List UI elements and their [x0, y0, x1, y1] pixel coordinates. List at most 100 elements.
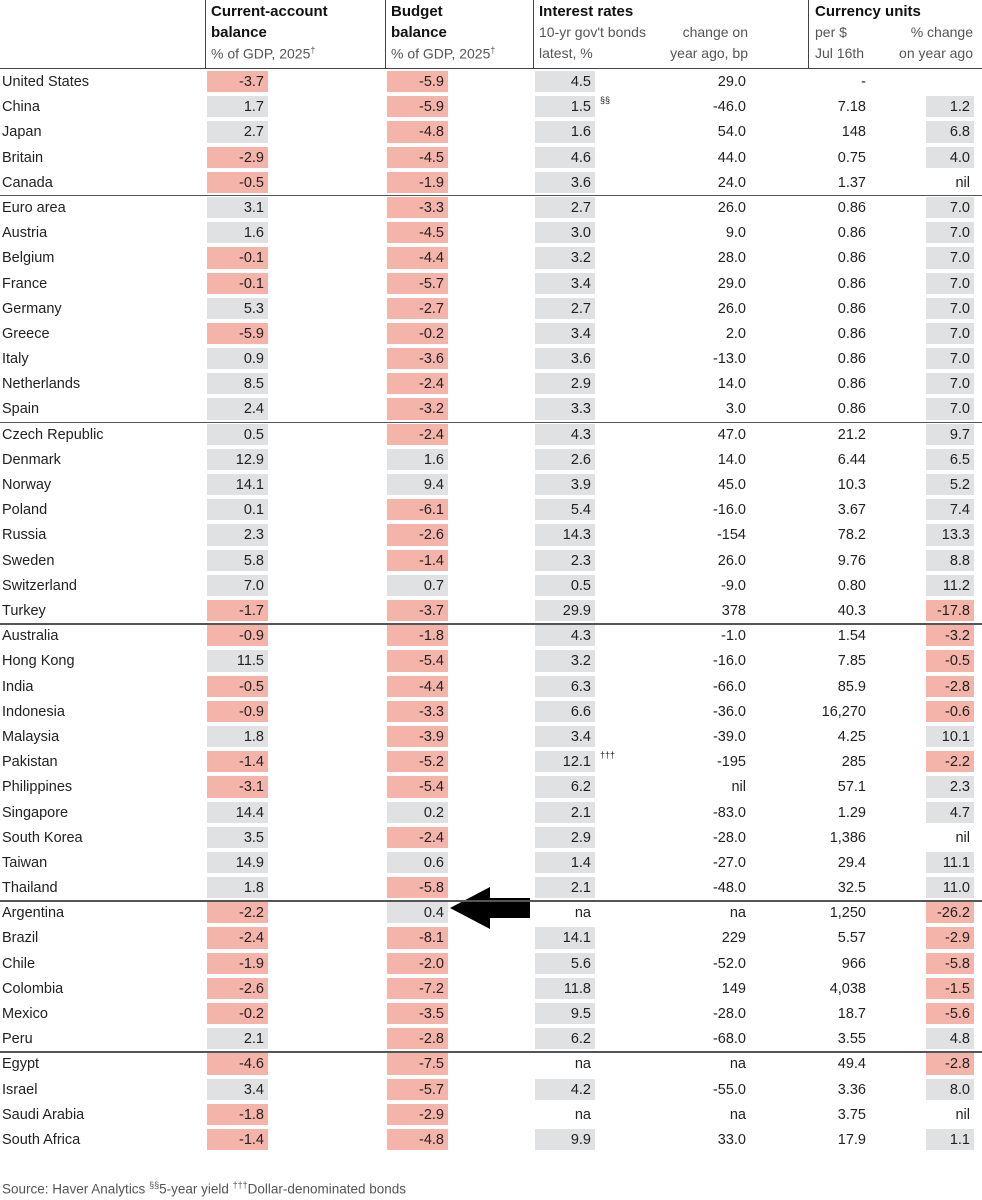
cell-value: 6.44	[837, 451, 866, 468]
cell-value: 2.3	[243, 527, 264, 544]
cell-value: 7.0	[949, 250, 970, 267]
cell-value: 4.3	[570, 426, 591, 443]
cell-value: 13.3	[941, 527, 970, 544]
cell-value: -0.9	[239, 703, 264, 720]
country: Colombia	[2, 980, 64, 997]
cell-value: 49.4	[837, 1056, 866, 1073]
cell-value: 7.4	[949, 502, 970, 519]
country: Taiwan	[2, 854, 48, 871]
cell: -2.4	[387, 373, 448, 395]
column-title: Budget	[391, 3, 443, 20]
cell: 11.0	[926, 877, 974, 899]
cell: -5.7	[387, 272, 448, 294]
group-rule	[0, 623, 982, 625]
cell: -2.6	[207, 977, 268, 1000]
country: Germany	[2, 300, 62, 317]
cell-value: 3.9	[570, 477, 591, 494]
cell-value: -1.4	[419, 552, 444, 569]
footnote-text: 5-year yield	[159, 1181, 229, 1197]
cell-value: -27.0	[712, 854, 746, 871]
cell-value: -46.0	[712, 99, 746, 116]
cell-value: -2.4	[239, 930, 264, 947]
cell-value: -26.2	[936, 905, 970, 922]
header-divider	[533, 0, 534, 68]
cell: 3.6	[535, 348, 595, 370]
cell: 2.4	[207, 398, 268, 420]
cell-value: -7.5	[419, 1056, 444, 1073]
cell-value: -0.5	[239, 678, 264, 695]
cell-value: 0.86	[837, 275, 866, 292]
cell-value: na	[574, 1056, 591, 1073]
cell: 2.1	[535, 801, 595, 823]
cell-value: -154	[716, 527, 746, 544]
cell-value: 7.0	[243, 577, 264, 594]
cell-value: 0.9	[243, 351, 264, 368]
cell: 2.9	[535, 826, 595, 848]
country: Euro area	[2, 199, 66, 216]
cell-value: 2.3	[570, 552, 591, 569]
cell-value: -2.9	[945, 930, 970, 947]
cell: 9.9	[535, 1128, 595, 1151]
cell-value: 14.9	[235, 854, 264, 871]
cell-value: 11.1	[942, 854, 970, 871]
cell: -6.1	[387, 499, 448, 521]
cell: 8.0	[926, 1078, 974, 1100]
cell-value: -2.8	[945, 1056, 970, 1073]
cell: -5.6	[926, 1003, 974, 1025]
cell: 4.3	[535, 625, 595, 647]
cell-value: -2.4	[419, 376, 444, 393]
cell-value: -4.4	[419, 678, 444, 695]
cell: -3.3	[387, 196, 448, 219]
cell: 11.8	[535, 977, 595, 1000]
cell-value: 16,270	[821, 703, 866, 720]
cell-value: 5.57	[837, 930, 866, 947]
cell-value: -0.5	[239, 174, 264, 191]
cell-value: -1.7	[239, 602, 264, 619]
cell: -0.5	[207, 675, 268, 697]
cell-value: -52.0	[712, 955, 746, 972]
country: Malaysia	[2, 728, 60, 745]
cell-value: 29.0	[717, 74, 746, 90]
subtitle-text: % of GDP, 2025	[391, 45, 491, 62]
cell: 6.3	[535, 675, 595, 697]
cell-value: 32.5	[837, 880, 866, 897]
cell-value: 0.5	[243, 426, 264, 443]
cell-value: -68.0	[712, 1031, 746, 1048]
cell-value: 7.0	[949, 199, 970, 216]
cell-value: 1.7	[243, 99, 264, 116]
cell: 1.2	[926, 96, 974, 118]
cell-value: 3.67	[837, 502, 866, 519]
cell: -3.9	[387, 725, 448, 748]
cell-value: 2.7	[243, 124, 264, 141]
cell-value: 0.5	[570, 577, 591, 594]
cell-value: -39.0	[712, 728, 746, 745]
cell: -2.2	[207, 902, 268, 924]
cell-value: 26.0	[717, 199, 746, 216]
country: Belgium	[2, 250, 55, 267]
cell-value: 3.0	[570, 225, 591, 242]
country: Spain	[2, 401, 40, 418]
footnote-mark: †	[490, 45, 496, 55]
cell-value: 6.2	[570, 779, 591, 796]
cell: 1.6	[535, 121, 595, 143]
cell-value: 5.3	[243, 300, 264, 317]
cell-value: -2.2	[945, 754, 970, 771]
group-title: Currency units	[815, 3, 921, 20]
cell: 6.8	[926, 121, 974, 143]
cell-value: 0.2	[423, 804, 444, 821]
cell: 12.9	[207, 448, 268, 471]
cell-value: 14.0	[717, 451, 746, 468]
column-title: Current-account	[211, 3, 328, 20]
cell: 0.4	[387, 902, 448, 924]
cell-value: 3.55	[837, 1031, 866, 1048]
cell-value: -2.4	[419, 426, 444, 443]
cell-value: 14.1	[235, 477, 264, 494]
cell-value: 7.85	[837, 653, 866, 670]
cell: -5.9	[387, 71, 448, 93]
cell-value: 0.86	[837, 225, 866, 242]
cell: 1.4	[535, 851, 595, 874]
cell-value: 14.4	[235, 804, 264, 821]
cell: 2.6	[535, 448, 595, 471]
cell: 9.4	[387, 474, 448, 496]
cell-value: 6.2	[570, 1031, 591, 1048]
